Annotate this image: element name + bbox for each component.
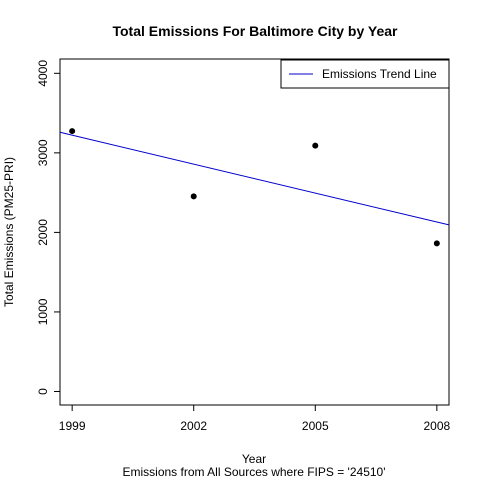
- x-tick-label-1: 2002: [180, 419, 207, 433]
- x-axis: 1999 2002 2005 2008: [59, 405, 451, 433]
- y-axis-label: Total Emissions (PM25-PRI): [2, 157, 16, 307]
- legend-label-trend-line: Emissions Trend Line: [322, 67, 437, 81]
- data-point-2005: [312, 142, 319, 149]
- y-tick-label-3: 3000: [36, 139, 50, 166]
- y-tick-label-0: 0: [36, 388, 50, 395]
- data-points: [69, 128, 440, 247]
- data-point-2008: [433, 240, 440, 247]
- y-tick-label-4: 4000: [36, 60, 50, 87]
- y-axis: 0 1000 2000 3000 4000: [36, 60, 60, 395]
- x-tick-label-3: 2008: [423, 419, 450, 433]
- legend: Emissions Trend Line: [280, 59, 450, 89]
- data-point-2002: [190, 193, 197, 200]
- x-axis-label: Year: [242, 452, 266, 466]
- y-tick-label-2: 2000: [36, 219, 50, 246]
- x-tick-label-0: 1999: [59, 419, 86, 433]
- x-tick-label-2: 2005: [302, 419, 329, 433]
- chart-title: Total Emissions For Baltimore City by Ye…: [112, 23, 398, 39]
- chart-subtitle: Emissions from All Sources where FIPS = …: [122, 465, 385, 479]
- y-tick-label-1: 1000: [36, 298, 50, 325]
- data-point-1999: [69, 128, 76, 135]
- trend-line: [59, 131, 450, 226]
- legend-box: [280, 59, 450, 89]
